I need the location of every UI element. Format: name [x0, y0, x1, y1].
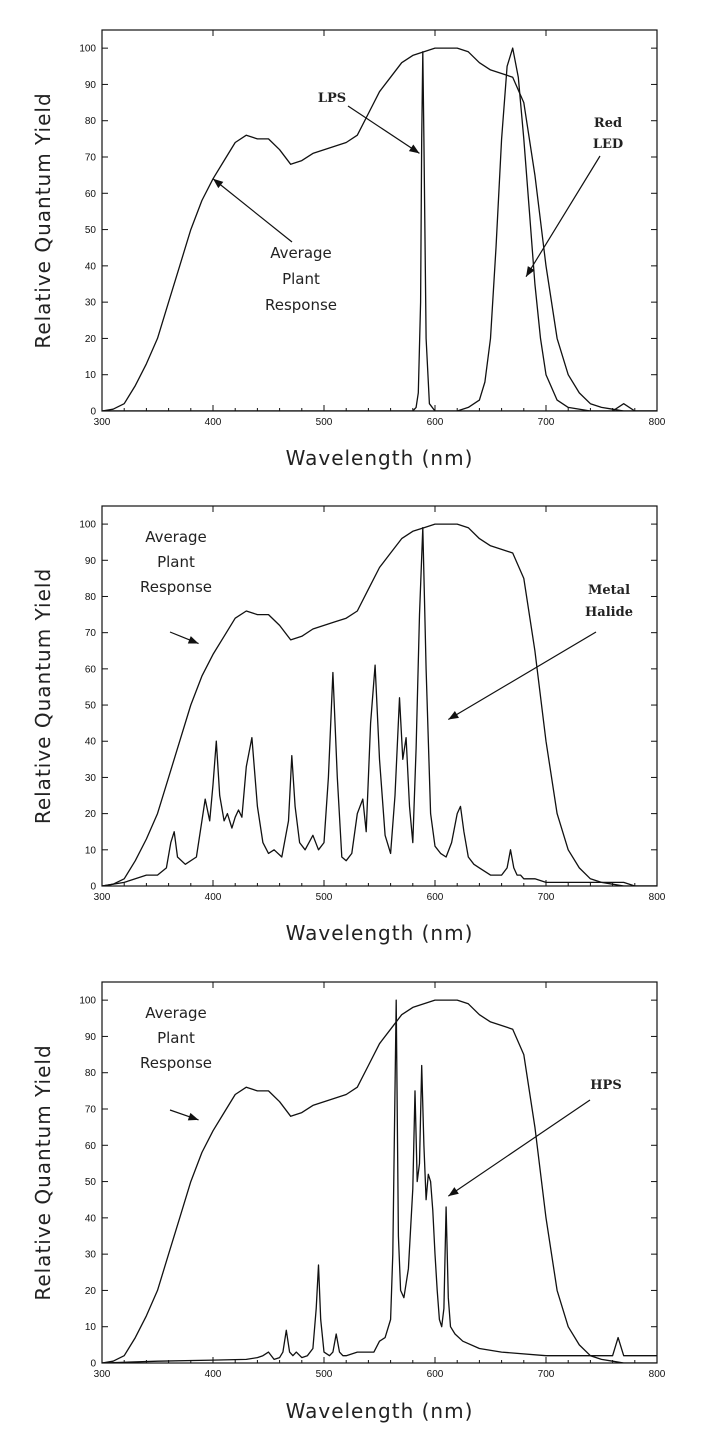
annotation-text: Red	[594, 116, 622, 131]
y-tick-label: 20	[85, 809, 97, 820]
y-tick-label: 90	[85, 556, 97, 567]
chart-panel-3: 300 400 500 600 700 800 0 10 20 30 40 50 60 70 80 90 100…	[31, 981, 666, 1423]
series-line-3	[102, 47, 657, 411]
annotation-text: Average	[145, 528, 207, 546]
y-tick-label: 40	[85, 261, 97, 272]
x-tick-label: 300	[94, 892, 111, 903]
series-line-2	[102, 51, 657, 411]
x-tick-label: 800	[649, 892, 666, 903]
y-tick-label: 100	[79, 44, 96, 55]
y-tick-label: 10	[85, 1322, 97, 1333]
y-tick-label: 60	[85, 189, 97, 200]
annotation-arrow	[447, 1099, 591, 1197]
y-tick-label: 40	[85, 737, 97, 748]
annotation-arrowhead	[448, 1187, 459, 1197]
chart-panel-2: 300 400 500 600 700 800 0 10 20 30 40 50 60 70 80 90 100…	[31, 505, 666, 945]
annotation-text: Plant	[282, 270, 320, 288]
annotation-arrowhead	[187, 636, 199, 644]
y-tick-label: 0	[90, 407, 96, 418]
series-line-1	[102, 47, 657, 411]
y-tick-label: 70	[85, 153, 97, 164]
series-line-1	[102, 523, 657, 886]
x-tick-label: 700	[538, 892, 555, 903]
annotation-arrow	[212, 178, 293, 243]
y-tick-label: 10	[85, 370, 97, 381]
annotation-text: Plant	[157, 553, 195, 571]
x-tick-label: 400	[205, 892, 222, 903]
x-tick-label: 700	[538, 1369, 555, 1380]
series-line-2	[102, 527, 657, 886]
series-line-1	[102, 999, 657, 1363]
annotation-text: Response	[265, 296, 337, 314]
y-tick-label: 90	[85, 1032, 97, 1043]
y-tick-label: 50	[85, 701, 97, 712]
annotation-text: Response	[140, 1054, 212, 1072]
annotation-arrowhead	[213, 178, 224, 189]
annotation-text: Plant	[157, 1029, 195, 1047]
plot-frame	[101, 29, 658, 412]
x-tick-label: 600	[427, 417, 444, 428]
y-axis-title: Relative Quantum Yield	[31, 92, 55, 348]
annotation-text: LED	[593, 137, 623, 152]
x-tick-label: 500	[316, 417, 333, 428]
y-tick-label: 30	[85, 298, 97, 309]
x-tick-label: 300	[94, 417, 111, 428]
annotation-text: Metal	[588, 583, 630, 598]
annotation-text: HPS	[590, 1078, 621, 1093]
y-tick-label: 80	[85, 592, 97, 603]
y-tick-label: 10	[85, 845, 97, 856]
y-tick-label: 60	[85, 664, 97, 675]
y-tick-label: 70	[85, 1105, 97, 1116]
y-tick-label: 80	[85, 1068, 97, 1079]
series-line-2	[102, 999, 657, 1363]
x-tick-label: 300	[94, 1369, 111, 1380]
y-tick-label: 30	[85, 773, 97, 784]
x-axis-title: Wavelength (nm)	[286, 921, 474, 945]
x-axis-title: Wavelength (nm)	[286, 446, 474, 470]
y-axis-title: Relative Quantum Yield	[31, 1044, 55, 1300]
annotation-text: Average	[145, 1004, 207, 1022]
annotation-arrowhead	[408, 144, 420, 154]
annotation-arrowhead	[448, 710, 459, 720]
y-tick-label: 60	[85, 1141, 97, 1152]
y-axis-title: Relative Quantum Yield	[31, 568, 55, 824]
annotation-arrowhead	[187, 1112, 199, 1121]
y-tick-label: 50	[85, 225, 97, 236]
plot-frame	[101, 505, 658, 887]
y-tick-label: 0	[90, 882, 96, 893]
y-tick-label: 20	[85, 334, 97, 345]
annotation-text: Average	[270, 244, 332, 262]
y-tick-label: 30	[85, 1250, 97, 1261]
annotation-text: LPS	[318, 91, 346, 106]
y-tick-label: 90	[85, 80, 97, 91]
x-tick-label: 600	[427, 1369, 444, 1380]
x-tick-label: 700	[538, 417, 555, 428]
y-tick-label: 0	[90, 1359, 96, 1370]
plot-frame	[101, 981, 658, 1364]
y-tick-label: 100	[79, 520, 96, 531]
annotation-arrow	[525, 155, 601, 278]
y-tick-label: 100	[79, 996, 96, 1007]
y-tick-label: 80	[85, 116, 97, 127]
x-tick-label: 600	[427, 892, 444, 903]
x-tick-label: 500	[316, 1369, 333, 1380]
y-tick-label: 70	[85, 628, 97, 639]
x-tick-label: 800	[649, 1369, 666, 1380]
x-tick-label: 500	[316, 892, 333, 903]
annotation-text: Response	[140, 578, 212, 596]
annotation-arrow	[448, 631, 597, 721]
x-tick-label: 800	[649, 417, 666, 428]
x-tick-label: 400	[205, 1369, 222, 1380]
x-axis-title: Wavelength (nm)	[286, 1399, 474, 1423]
x-tick-label: 400	[205, 417, 222, 428]
chart-panel-1: 300 400 500 600 700 800 0 10 20 30 40 50 60 70 80 90 100…	[31, 29, 666, 470]
y-tick-label: 50	[85, 1177, 97, 1188]
annotation-arrowhead	[526, 266, 535, 277]
y-tick-label: 20	[85, 1286, 97, 1297]
annotation-arrow	[347, 105, 420, 154]
annotation-text: Halide	[585, 605, 633, 620]
y-tick-label: 40	[85, 1213, 97, 1224]
